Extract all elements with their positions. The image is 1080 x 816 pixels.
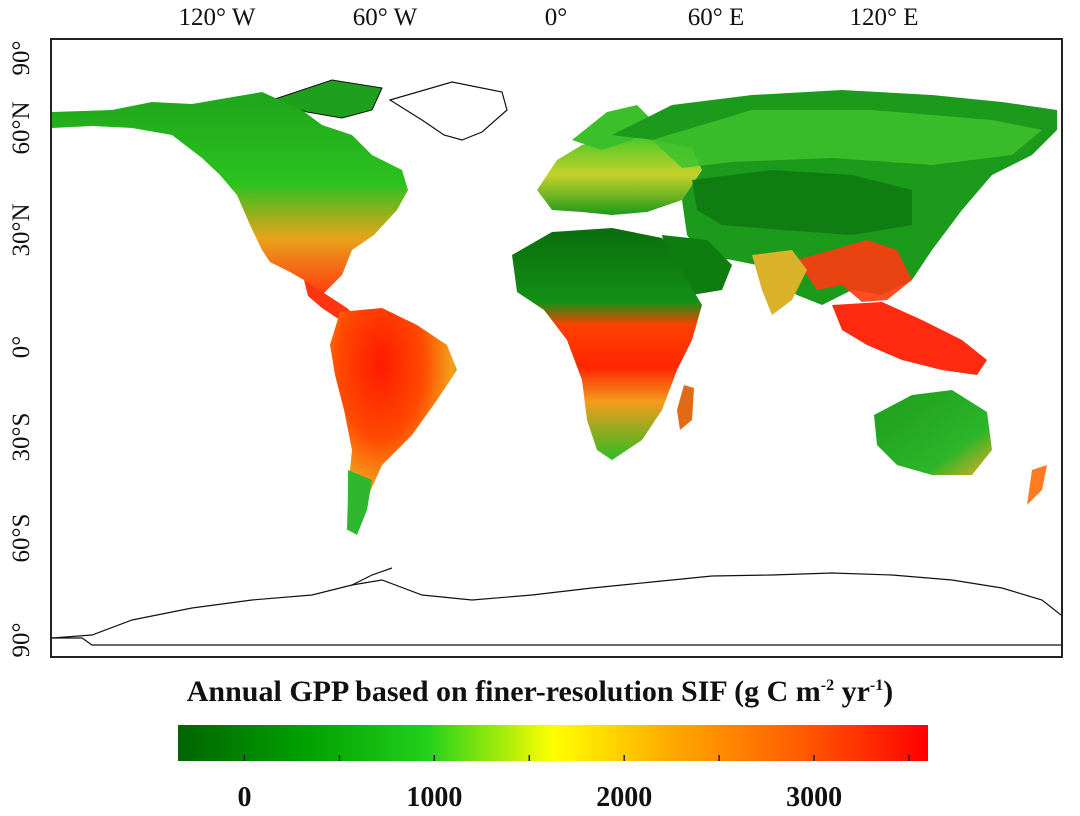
map-frame [50,38,1063,658]
north-america [52,92,408,295]
colorbar-title-exponent-2: -1 [869,677,884,694]
colorbar-ticks [243,755,910,761]
australia [874,390,992,475]
new-zealand [1027,465,1047,505]
madagascar [677,385,694,430]
greenland [388,81,508,141]
colorbar-title: Annual GPP based on finer-resolution SIF… [0,675,1080,709]
lat-label-0: 0° [8,335,35,359]
lat-label-30s: 30°S [8,412,35,462]
colorbar-title-prefix: Annual GPP based on finer-resolution SIF… [186,675,821,708]
lat-label-90n: 90° [8,40,35,76]
colorbar [178,725,928,761]
antarctica-outline [52,572,1061,639]
india [752,250,807,315]
world-gpp-map [52,79,1061,646]
southeast-asia [797,240,912,302]
central-asia [692,170,912,235]
colorbar-tick-label-3000: 3000 [786,782,843,813]
colorbar-tick-label-1000: 1000 [406,782,463,813]
lon-label-60w: 60° W [352,4,418,31]
indonesia [832,302,987,375]
africa [512,228,702,460]
lon-label-0: 0° [544,4,568,31]
colorbar-title-suffix: ) [883,675,894,708]
europe [537,135,702,215]
colorbar-title-exponent-1: -2 [820,677,835,694]
patagonia [348,470,372,535]
colorbar-title-mid: yr [834,675,870,708]
south-america [330,308,457,530]
colorbar-tick-label-0: 0 [237,782,252,813]
lon-label-60e: 60° E [687,4,745,31]
colorbar-gradient [178,725,928,761]
scandinavia [572,105,652,150]
antarctic-peninsula [351,567,393,586]
lon-label-120w: 120° W [178,4,256,31]
lat-label-60n: 60°N [8,101,35,155]
siberia [652,110,1042,168]
antarctica-bottom [52,637,1061,646]
colorbar-tick-label-2000: 2000 [596,782,653,813]
lat-label-90s: 90° [8,622,35,658]
lon-label-120e: 120° E [849,4,919,31]
lat-label-30n: 30°N [8,203,35,257]
lat-label-60s: 60°S [8,513,35,563]
arctic-islands [270,79,383,119]
